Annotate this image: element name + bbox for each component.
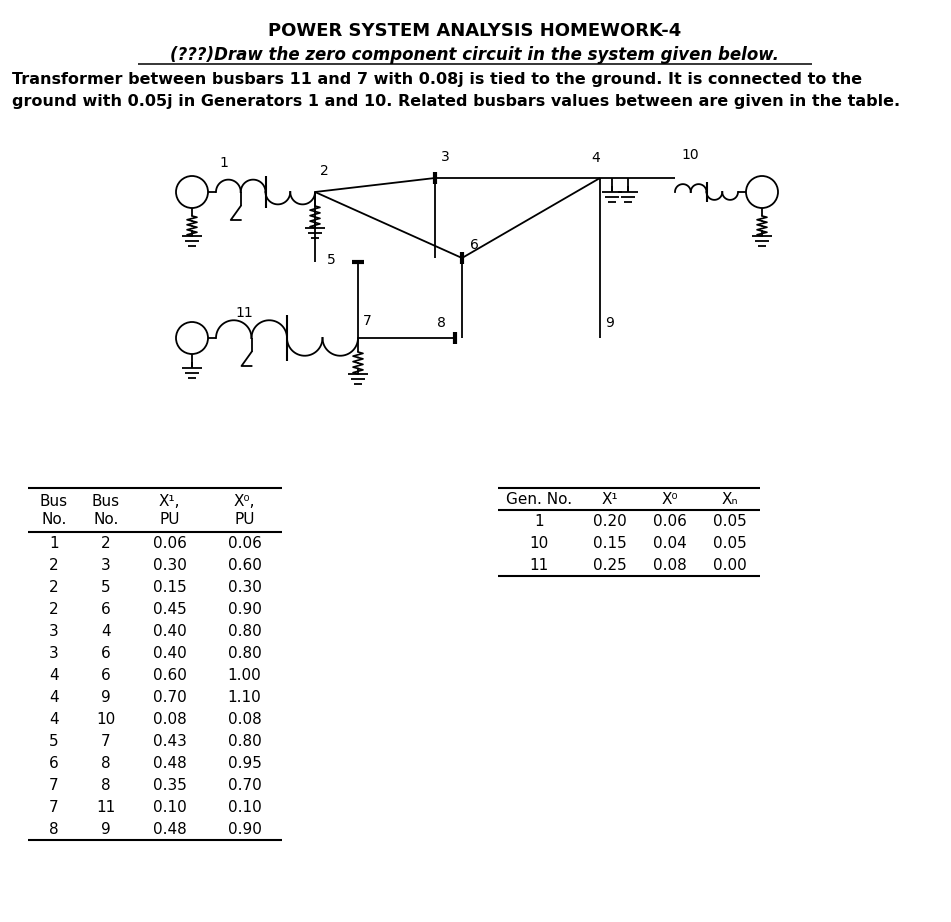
Text: Bus: Bus	[92, 494, 120, 509]
Text: Transformer between busbars 11 and 7 with 0.08j is tied to the ground. It is con: Transformer between busbars 11 and 7 wit…	[12, 72, 863, 87]
Text: 0.06: 0.06	[653, 514, 687, 529]
Text: 1: 1	[49, 536, 59, 551]
Text: 0.40: 0.40	[152, 646, 186, 661]
Text: 0.08: 0.08	[152, 712, 186, 727]
Text: 2: 2	[320, 164, 329, 178]
Text: X⁰: X⁰	[662, 492, 678, 507]
Text: X¹: X¹	[602, 492, 618, 507]
Text: 10: 10	[96, 712, 116, 727]
Text: 0.05: 0.05	[713, 514, 747, 529]
Text: 0.00: 0.00	[713, 558, 747, 573]
Text: 4: 4	[592, 151, 600, 165]
Text: 0.80: 0.80	[227, 624, 262, 639]
Text: 3: 3	[49, 646, 59, 661]
Text: 10: 10	[681, 148, 699, 162]
Text: Gen. No.: Gen. No.	[506, 492, 573, 507]
Text: 9: 9	[101, 690, 111, 705]
Text: 8: 8	[101, 778, 111, 793]
Text: PU: PU	[159, 512, 180, 527]
Text: 5: 5	[101, 580, 111, 595]
Text: 6: 6	[49, 756, 59, 771]
Text: 4: 4	[49, 668, 59, 683]
Text: No.: No.	[41, 512, 67, 527]
Text: Xₙ: Xₙ	[722, 492, 738, 507]
Text: 4: 4	[49, 690, 59, 705]
Text: 0.08: 0.08	[653, 558, 687, 573]
Text: 4: 4	[101, 624, 111, 639]
Text: 0.80: 0.80	[227, 646, 262, 661]
Text: 1: 1	[534, 514, 544, 529]
Text: POWER SYSTEM ANALYSIS HOMEWORK-4: POWER SYSTEM ANALYSIS HOMEWORK-4	[268, 22, 682, 40]
Text: 0.60: 0.60	[227, 558, 262, 573]
Text: 3: 3	[441, 150, 450, 164]
Text: 10: 10	[530, 536, 549, 551]
Text: 0.48: 0.48	[152, 822, 186, 837]
Text: 0.15: 0.15	[152, 580, 186, 595]
Text: 3: 3	[101, 558, 111, 573]
Text: 0.48: 0.48	[152, 756, 186, 771]
Text: 4: 4	[49, 712, 59, 727]
Text: 0.40: 0.40	[152, 624, 186, 639]
Text: 0.30: 0.30	[152, 558, 186, 573]
Text: 0.08: 0.08	[227, 712, 262, 727]
Text: 0.90: 0.90	[227, 602, 262, 617]
Text: 7: 7	[363, 314, 372, 328]
Text: 11: 11	[235, 306, 253, 320]
Text: 0.70: 0.70	[152, 690, 186, 705]
Text: 9: 9	[101, 822, 111, 837]
Text: 1: 1	[220, 156, 228, 170]
Text: 8: 8	[101, 756, 111, 771]
Text: 8: 8	[437, 316, 446, 330]
Text: 6: 6	[101, 646, 111, 661]
Text: 0.30: 0.30	[227, 580, 262, 595]
Text: 0.04: 0.04	[653, 536, 687, 551]
Text: 0.43: 0.43	[152, 734, 186, 749]
Text: 2: 2	[49, 558, 59, 573]
Text: ground with 0.05j in Generators 1 and 10. Related busbars values between are giv: ground with 0.05j in Generators 1 and 10…	[12, 94, 901, 109]
Text: 1.00: 1.00	[227, 668, 262, 683]
Text: 0.60: 0.60	[152, 668, 186, 683]
Text: 2: 2	[101, 536, 111, 551]
Text: X⁰,: X⁰,	[234, 494, 255, 509]
Text: X¹,: X¹,	[159, 494, 181, 509]
Text: Bus: Bus	[40, 494, 68, 509]
Text: No.: No.	[93, 512, 119, 527]
Text: 0.06: 0.06	[227, 536, 262, 551]
Text: 0.06: 0.06	[152, 536, 186, 551]
Text: 0.95: 0.95	[227, 756, 262, 771]
Text: 0.05: 0.05	[713, 536, 747, 551]
Text: 5: 5	[49, 734, 59, 749]
Text: 7: 7	[49, 778, 59, 793]
Text: 7: 7	[101, 734, 111, 749]
Text: 0.25: 0.25	[593, 558, 627, 573]
Text: 5: 5	[327, 253, 336, 267]
Text: 2: 2	[49, 580, 59, 595]
Text: 0.80: 0.80	[227, 734, 262, 749]
Text: 11: 11	[530, 558, 549, 573]
Text: 0.20: 0.20	[593, 514, 627, 529]
Text: 0.45: 0.45	[152, 602, 186, 617]
Text: PU: PU	[234, 512, 255, 527]
Text: 0.35: 0.35	[152, 778, 186, 793]
Text: 2: 2	[49, 602, 59, 617]
Text: 0.70: 0.70	[227, 778, 262, 793]
Text: 0.10: 0.10	[227, 800, 262, 815]
Text: 6: 6	[101, 668, 111, 683]
Text: (???)Draw the zero component circuit in the system given below.: (???)Draw the zero component circuit in …	[170, 46, 780, 64]
Text: 6: 6	[470, 238, 479, 252]
Text: 3: 3	[49, 624, 59, 639]
Text: 8: 8	[49, 822, 59, 837]
Text: 0.10: 0.10	[152, 800, 186, 815]
Text: 0.15: 0.15	[593, 536, 627, 551]
Text: 6: 6	[101, 602, 111, 617]
Text: 1.10: 1.10	[227, 690, 262, 705]
Text: 0.90: 0.90	[227, 822, 262, 837]
Text: 11: 11	[96, 800, 116, 815]
Text: 9: 9	[605, 316, 614, 330]
Text: 7: 7	[49, 800, 59, 815]
